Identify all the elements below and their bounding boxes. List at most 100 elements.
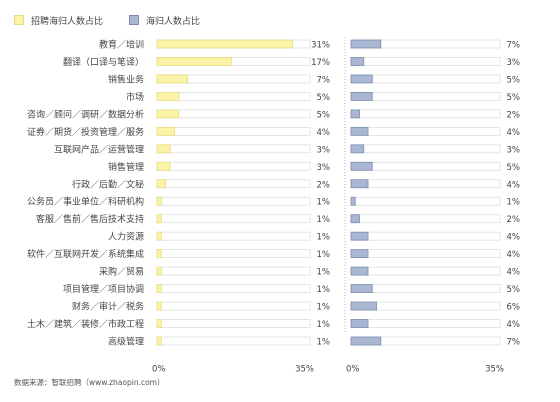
bar-track [156, 214, 311, 224]
bar-track [350, 109, 501, 119]
data-label: 31% [311, 41, 330, 51]
data-label: 4% [317, 128, 331, 138]
bar [350, 74, 373, 84]
bar [350, 144, 365, 154]
category-label: 采购／贸易 [99, 266, 144, 278]
bar [350, 231, 369, 241]
data-label: 4% [507, 268, 521, 278]
data-label: 3% [507, 58, 521, 68]
bar-track [350, 284, 501, 293]
bar-track [156, 301, 311, 311]
bar-track [156, 126, 311, 136]
bar-track [350, 57, 501, 66]
data-label: 2% [507, 215, 521, 225]
bar [350, 266, 369, 276]
x-tick-label: 35% [485, 364, 504, 374]
data-label: 7% [507, 337, 521, 347]
bar-track [156, 336, 311, 346]
data-label: 7% [317, 75, 331, 85]
bar-track [156, 319, 311, 328]
bar-track [350, 92, 501, 101]
category-label: 互联网产品／运营管理 [54, 143, 144, 155]
x-tick-label: 0% [152, 364, 166, 374]
bar [350, 39, 382, 49]
bar [156, 92, 180, 101]
bar [156, 179, 167, 189]
bar [156, 74, 189, 84]
bar [156, 231, 162, 241]
data-label: 5% [317, 110, 331, 120]
data-label: 2% [507, 110, 521, 120]
legend-item-recruit: 招聘海归人数占比 [14, 14, 103, 27]
x-tick-label: 0% [346, 364, 360, 374]
bar-track [350, 196, 501, 206]
category-label: 销售管理 [108, 161, 144, 173]
data-label: 1% [317, 337, 331, 347]
data-label: 1% [317, 215, 331, 225]
category-label: 财务／审计／税务 [72, 301, 144, 313]
bar [350, 109, 360, 119]
bar [156, 284, 162, 293]
bar-track [156, 196, 311, 206]
data-label: 1% [317, 268, 331, 278]
bar [156, 57, 232, 66]
bar [156, 301, 162, 311]
data-label: 1% [317, 320, 331, 330]
bar [156, 144, 171, 154]
bar [350, 161, 373, 171]
bar [156, 266, 162, 276]
data-label: 2% [317, 180, 331, 190]
data-label: 5% [507, 93, 521, 103]
data-label: 7% [507, 41, 521, 51]
bar [156, 336, 162, 346]
bar [156, 319, 162, 328]
bar-track [156, 92, 311, 101]
bar [350, 126, 369, 136]
data-label: 1% [507, 198, 521, 208]
bar-track [156, 144, 311, 154]
data-label: 3% [507, 145, 521, 155]
bar [350, 319, 369, 328]
bar-track [350, 249, 501, 259]
bar-track [350, 179, 501, 189]
category-label: 教育／培训 [99, 39, 144, 51]
bar [350, 92, 373, 101]
data-label: 6% [507, 303, 521, 313]
bar-track [156, 249, 311, 259]
bar-track [350, 231, 501, 241]
bar [156, 109, 180, 119]
bar [350, 196, 356, 206]
bar-track [156, 109, 311, 119]
data-label: 4% [507, 233, 521, 243]
bar [156, 214, 162, 224]
bar-track [350, 214, 501, 224]
legend-swatch-recruit [14, 15, 24, 25]
bar [350, 284, 373, 293]
data-label: 3% [317, 163, 331, 173]
bar-track [350, 266, 501, 276]
legend-swatch-returnee [129, 15, 140, 25]
category-label: 高级管理 [108, 335, 144, 347]
data-label: 5% [507, 285, 521, 295]
legend-item-returnee: 海归人数占比 [129, 14, 200, 27]
bar [156, 249, 162, 259]
bar-track [156, 284, 311, 293]
category-label: 证券／期货／投资管理／服务 [27, 126, 144, 138]
category-label: 销售业务 [108, 73, 144, 85]
bar [350, 336, 382, 346]
bar [350, 301, 377, 311]
x-tick-label: 35% [295, 364, 314, 374]
category-label: 市场 [126, 91, 144, 103]
data-label: 1% [317, 250, 331, 260]
data-label: 4% [507, 250, 521, 260]
data-label: 1% [317, 198, 331, 208]
bar [350, 57, 365, 66]
data-label: 4% [507, 180, 521, 190]
bar-track [156, 179, 311, 189]
data-label: 4% [507, 320, 521, 330]
data-label: 1% [317, 233, 331, 243]
bar-track [156, 266, 311, 276]
category-label: 软件／互联网开发／系统集成 [27, 248, 144, 260]
bar [350, 249, 369, 259]
legend-label-recruit: 招聘海归人数占比 [31, 16, 104, 27]
